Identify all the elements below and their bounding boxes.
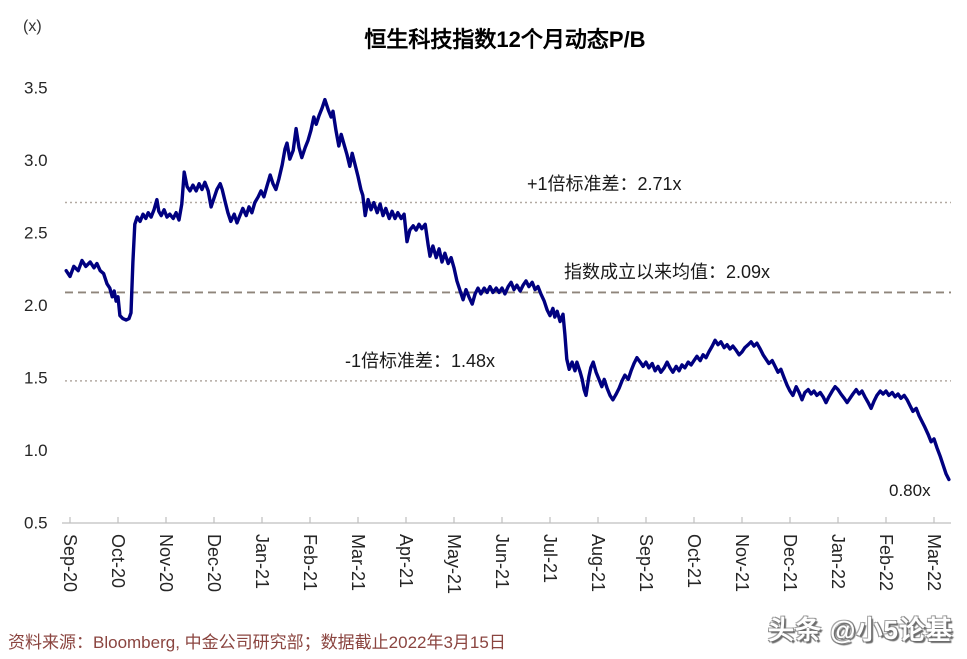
x-tick-label: Mar-22	[924, 534, 944, 591]
x-tick-label: Nov-20	[156, 534, 176, 592]
chart-title: 恒生科技指数12个月动态P/B	[364, 27, 646, 52]
x-tick-label: Nov-21	[732, 534, 752, 592]
y-tick-label: 0.5	[24, 514, 48, 533]
x-tick-label: Jul-21	[540, 534, 560, 583]
annotation-plus-one-std: +1倍标准差：2.71x	[527, 174, 682, 194]
x-tick-label: Dec-21	[780, 534, 800, 592]
x-tick-label: Jan-21	[252, 534, 272, 589]
annotation-last-value: 0.80x	[889, 481, 931, 500]
x-tick-label: Aug-21	[588, 534, 608, 592]
x-tick-label: Feb-22	[876, 534, 896, 591]
x-tick-label: Dec-20	[204, 534, 224, 592]
x-tick-label: Oct-21	[684, 534, 704, 588]
y-tick-label: 3.5	[24, 79, 48, 98]
x-tick-label: Jan-22	[828, 534, 848, 589]
y-tick-label: 1.5	[24, 369, 48, 388]
y-tick-label: 2.0	[24, 296, 48, 315]
y-axis-unit-label: (x)	[23, 18, 42, 35]
y-tick-label: 2.5	[24, 224, 48, 243]
x-tick-label: Apr-21	[396, 534, 416, 588]
x-tick-label: Feb-21	[300, 534, 320, 591]
y-tick-label: 1.0	[24, 441, 48, 460]
annotation-mean: 指数成立以来均值：2.09x	[564, 262, 771, 282]
y-tick-label: 3.0	[24, 151, 48, 170]
x-tick-label: Sep-21	[636, 534, 656, 592]
x-tick-label: Oct-20	[108, 534, 128, 588]
x-tick-label: Sep-20	[60, 534, 80, 592]
watermark: 头条 @小5论基	[767, 615, 953, 645]
x-tick-label: Mar-21	[348, 534, 368, 591]
source-note: 资料来源：Bloomberg, 中金公司研究部；数据截止2022年3月15日	[8, 633, 506, 652]
pb-ratio-series	[64, 97, 951, 482]
annotation-minus-one-std: -1倍标准差：1.48x	[345, 351, 496, 371]
x-tick-label: Jun-21	[492, 534, 512, 589]
x-tick-label: May-21	[444, 534, 464, 594]
